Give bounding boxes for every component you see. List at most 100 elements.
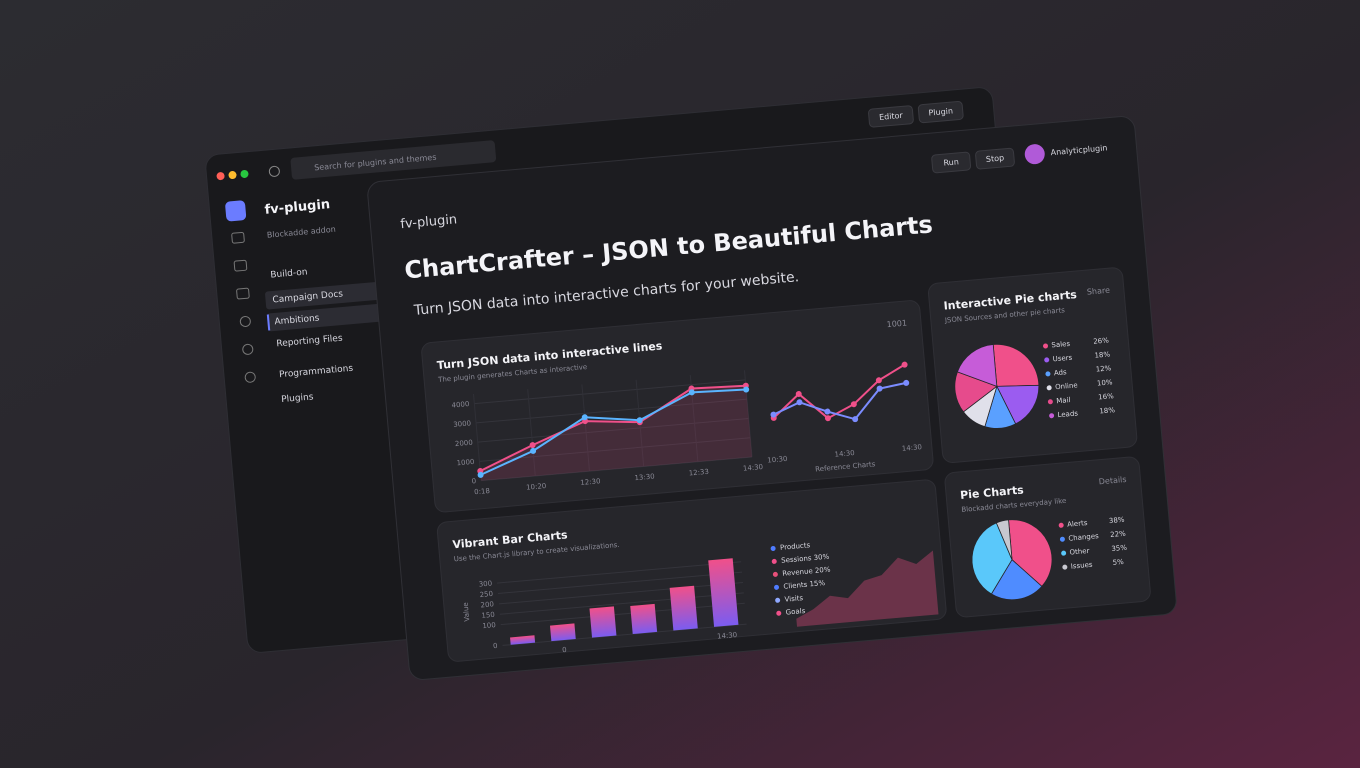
grid-line <box>500 602 745 626</box>
point <box>875 377 882 384</box>
nav-item[interactable]: Ambitions <box>274 313 320 327</box>
point <box>795 390 802 397</box>
nav-item[interactable]: Build-on <box>270 267 308 280</box>
nav-indicator <box>266 314 271 331</box>
header-button[interactable] <box>931 151 972 174</box>
point <box>477 471 484 478</box>
series-line <box>773 381 907 421</box>
nav-icon[interactable] <box>242 343 254 355</box>
y-tick-label: 250 <box>479 590 493 599</box>
bell-icon[interactable] <box>268 165 280 177</box>
toolbar-button[interactable] <box>868 105 914 128</box>
app-icon[interactable] <box>225 200 247 222</box>
series-line <box>479 384 746 472</box>
legend-label: Leads <box>1057 409 1078 419</box>
legend-swatch <box>1045 371 1051 377</box>
x-tick-label: 14:30 <box>717 631 738 641</box>
grid-line <box>475 398 748 424</box>
legend-value: 18% <box>1094 350 1111 359</box>
x-tick-label: 0:18 <box>474 487 490 496</box>
header-button[interactable] <box>975 147 1015 170</box>
legend-swatch <box>1058 522 1064 528</box>
grid-line <box>498 582 744 605</box>
card-badge: Details <box>1098 475 1126 486</box>
toolbar-label: Plugin <box>928 107 953 118</box>
legend-swatch <box>775 597 781 603</box>
x-tick-label: 10:20 <box>526 482 547 492</box>
y-tick-label: 200 <box>480 600 494 609</box>
breadcrumb: fv-plugin <box>400 212 458 232</box>
x-tick-label: 13:30 <box>634 473 655 483</box>
area <box>796 550 939 627</box>
point <box>743 386 750 393</box>
avatar[interactable] <box>1024 143 1046 165</box>
nav-icon[interactable] <box>231 231 245 244</box>
legend-label: Mail <box>1056 396 1071 405</box>
pie-slice <box>956 344 998 387</box>
legend-label: Alerts <box>1067 519 1088 529</box>
app-name: fv-plugin <box>264 197 331 218</box>
point <box>852 416 859 423</box>
nav-item[interactable]: Plugins <box>281 392 314 405</box>
grid-line <box>481 456 753 482</box>
point <box>901 361 908 368</box>
x-tick-label: 14:30 <box>834 449 855 459</box>
legend-value: 26% <box>1093 336 1110 345</box>
y-tick-label: 1000 <box>456 458 474 468</box>
area-fill <box>480 385 753 481</box>
min-dot[interactable] <box>228 171 237 180</box>
point <box>796 399 803 406</box>
legend-swatch <box>1046 385 1052 391</box>
close-dot[interactable] <box>216 172 225 181</box>
y-tick-label: 3000 <box>453 419 471 429</box>
series-line <box>480 388 747 476</box>
point <box>850 401 857 408</box>
bar <box>669 585 698 631</box>
legend-label: Issues <box>1070 561 1093 571</box>
toolbar-button[interactable] <box>917 101 964 124</box>
y-tick-label: 4000 <box>451 400 469 410</box>
y-tick-label: 150 <box>481 611 495 620</box>
grid-line <box>581 384 590 472</box>
max-dot[interactable] <box>240 169 249 179</box>
header-button-label: Stop <box>986 153 1005 164</box>
search-box[interactable] <box>290 140 497 180</box>
nav-icon[interactable] <box>236 287 250 300</box>
nav-icon[interactable] <box>244 371 256 383</box>
point <box>530 447 537 454</box>
point <box>876 385 883 392</box>
legend-value: 18% <box>1099 406 1116 415</box>
point <box>824 408 831 415</box>
pie-slice <box>996 384 1040 425</box>
nav-highlight <box>266 303 388 332</box>
card-badge: Share <box>1086 286 1110 297</box>
legend-label: Other <box>1069 547 1090 557</box>
legend-swatch <box>1043 343 1049 349</box>
legend-swatch <box>776 610 782 616</box>
y-tick-label: 2000 <box>455 439 473 449</box>
x-tick-label: 14:30 <box>743 463 764 473</box>
grid-line <box>474 379 746 405</box>
legend-swatch <box>774 584 780 590</box>
x-tick-label: 14:30 <box>901 443 922 453</box>
legend-label: Ads <box>1054 368 1068 377</box>
grid-line <box>497 571 743 594</box>
nav-icon[interactable] <box>233 259 248 272</box>
legend-value: 5% <box>1112 558 1124 567</box>
bar <box>630 603 658 635</box>
card-badge: 1001 <box>886 318 907 329</box>
nav-icon[interactable] <box>239 315 251 327</box>
x-tick-label: 12:30 <box>580 477 601 487</box>
x-tick-label: 0 <box>562 646 567 654</box>
grid-line <box>499 592 744 615</box>
front-window: fv-plugin ChartCrafter – JSON to Beautif… <box>367 116 1177 680</box>
pie-slice <box>995 519 1013 560</box>
legend-value: 16% <box>1098 392 1115 401</box>
legend-value: 22% <box>1110 530 1127 539</box>
legend-swatch <box>1044 357 1050 363</box>
legend-label: Sales <box>1051 340 1071 350</box>
legend-label: Changes <box>1068 532 1099 543</box>
